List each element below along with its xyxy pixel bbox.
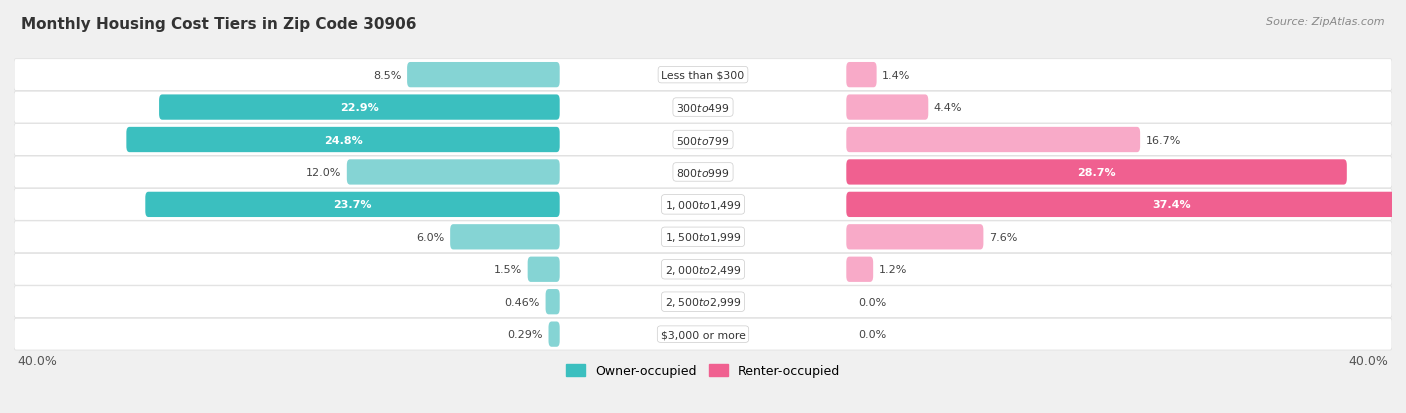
Text: $1,000 to $1,499: $1,000 to $1,499	[665, 198, 741, 211]
FancyBboxPatch shape	[14, 59, 1392, 91]
FancyBboxPatch shape	[14, 157, 1392, 188]
Text: 22.9%: 22.9%	[340, 103, 378, 113]
Text: 7.6%: 7.6%	[988, 232, 1018, 242]
FancyBboxPatch shape	[14, 318, 1392, 350]
Text: 8.5%: 8.5%	[373, 71, 402, 81]
Text: Monthly Housing Cost Tiers in Zip Code 30906: Monthly Housing Cost Tiers in Zip Code 3…	[21, 17, 416, 31]
Text: 28.7%: 28.7%	[1077, 168, 1116, 178]
Text: $3,000 or more: $3,000 or more	[661, 329, 745, 339]
Text: 4.4%: 4.4%	[934, 103, 962, 113]
FancyBboxPatch shape	[527, 257, 560, 282]
Text: 37.4%: 37.4%	[1152, 200, 1191, 210]
Text: 23.7%: 23.7%	[333, 200, 371, 210]
Text: 24.8%: 24.8%	[323, 135, 363, 145]
Text: 0.0%: 0.0%	[858, 329, 886, 339]
FancyBboxPatch shape	[846, 257, 873, 282]
Text: 1.2%: 1.2%	[879, 265, 907, 275]
FancyBboxPatch shape	[14, 221, 1392, 253]
FancyBboxPatch shape	[548, 322, 560, 347]
Text: $500 to $799: $500 to $799	[676, 134, 730, 146]
Text: 0.46%: 0.46%	[505, 297, 540, 307]
Text: $1,500 to $1,999: $1,500 to $1,999	[665, 231, 741, 244]
FancyBboxPatch shape	[14, 124, 1392, 156]
Text: 12.0%: 12.0%	[307, 168, 342, 178]
Text: 16.7%: 16.7%	[1146, 135, 1181, 145]
FancyBboxPatch shape	[546, 290, 560, 315]
FancyBboxPatch shape	[846, 128, 1140, 153]
FancyBboxPatch shape	[14, 254, 1392, 285]
Text: 0.0%: 0.0%	[858, 297, 886, 307]
Text: 0.29%: 0.29%	[508, 329, 543, 339]
Text: $300 to $499: $300 to $499	[676, 102, 730, 114]
Text: Less than $300: Less than $300	[661, 71, 745, 81]
FancyBboxPatch shape	[408, 63, 560, 88]
Text: Source: ZipAtlas.com: Source: ZipAtlas.com	[1267, 17, 1385, 26]
FancyBboxPatch shape	[14, 286, 1392, 318]
Text: $2,000 to $2,499: $2,000 to $2,499	[665, 263, 741, 276]
Text: 1.4%: 1.4%	[882, 71, 911, 81]
FancyBboxPatch shape	[127, 128, 560, 153]
Text: 40.0%: 40.0%	[17, 354, 58, 367]
FancyBboxPatch shape	[846, 160, 1347, 185]
FancyBboxPatch shape	[846, 95, 928, 121]
Text: $800 to $999: $800 to $999	[676, 166, 730, 178]
FancyBboxPatch shape	[14, 189, 1392, 221]
Text: 1.5%: 1.5%	[494, 265, 522, 275]
FancyBboxPatch shape	[159, 95, 560, 121]
FancyBboxPatch shape	[846, 225, 983, 250]
Text: 6.0%: 6.0%	[416, 232, 444, 242]
FancyBboxPatch shape	[846, 192, 1406, 218]
FancyBboxPatch shape	[450, 225, 560, 250]
FancyBboxPatch shape	[145, 192, 560, 218]
Text: $2,500 to $2,999: $2,500 to $2,999	[665, 295, 741, 309]
FancyBboxPatch shape	[14, 92, 1392, 123]
Text: 40.0%: 40.0%	[1348, 354, 1389, 367]
FancyBboxPatch shape	[347, 160, 560, 185]
Legend: Owner-occupied, Renter-occupied: Owner-occupied, Renter-occupied	[561, 359, 845, 382]
FancyBboxPatch shape	[846, 63, 876, 88]
